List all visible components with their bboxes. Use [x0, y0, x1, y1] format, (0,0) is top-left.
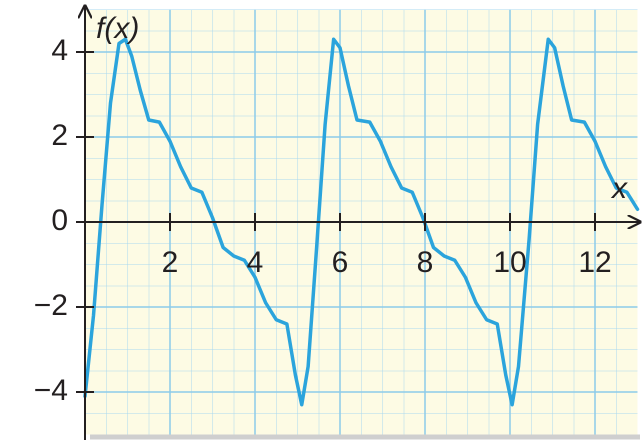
y-tick-label: 2 [51, 119, 68, 152]
x-tick-label: 8 [417, 246, 434, 279]
x-axis-label: x [610, 172, 628, 205]
y-axis-label: f(x) [96, 12, 139, 45]
curve [83, 37, 640, 407]
y-tick-label: 0 [51, 204, 68, 237]
x-tick-label: 6 [332, 246, 349, 279]
ticks: 2 4 6 8 10 12 −4 −2 0 2 4 [34, 34, 612, 407]
y-tick-label: −4 [34, 374, 68, 407]
x-tick-label: 2 [162, 246, 179, 279]
shadow [90, 434, 640, 440]
x-tick-label: 12 [578, 246, 611, 279]
x-tick-label: 10 [493, 246, 526, 279]
x-tick-label: 4 [247, 246, 264, 279]
y-tick-label: −2 [34, 289, 68, 322]
curve-layer [83, 37, 640, 407]
y-tick-label: 4 [51, 34, 68, 67]
